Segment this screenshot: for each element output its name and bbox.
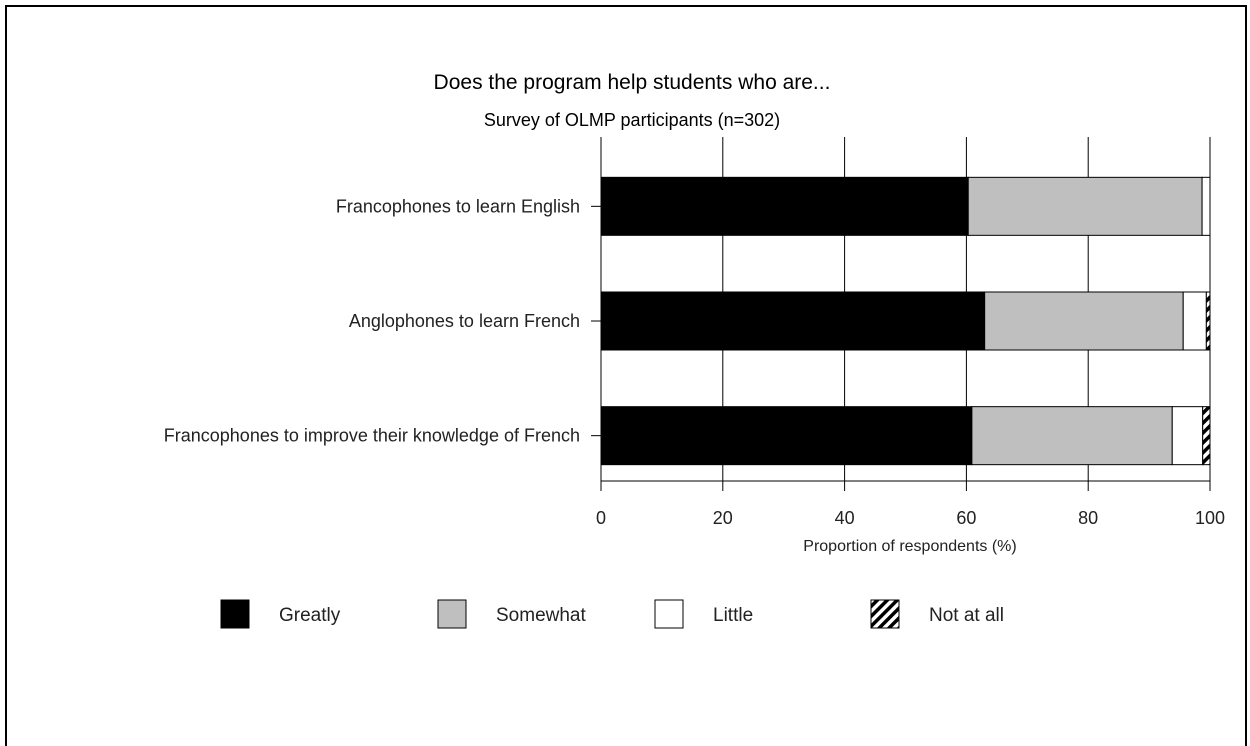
category-label: Francophones to improve their knowledge … — [164, 426, 580, 446]
bar-segment — [1202, 406, 1211, 466]
legend-label: Somewhat — [496, 605, 586, 626]
legend-label: Not at all — [929, 605, 1004, 626]
chart-frame — [5, 5, 1247, 746]
bar-segment — [1182, 291, 1207, 351]
legend-label: Greatly — [279, 605, 341, 626]
x-tick-label: 20 — [713, 508, 733, 528]
x-tick-label: 60 — [956, 508, 976, 528]
legend-swatch — [437, 599, 467, 629]
x-tick-label: 0 — [596, 508, 606, 528]
bar-segment — [600, 176, 969, 236]
bar-segment — [1171, 406, 1204, 466]
legend-swatch — [220, 599, 250, 629]
chart-title: Does the program help students who are..… — [434, 71, 831, 94]
bar-segment — [1205, 291, 1211, 351]
x-tick-label: 80 — [1078, 508, 1098, 528]
x-tick-label: 40 — [835, 508, 855, 528]
bar-segment — [1201, 176, 1211, 236]
legend-swatch — [654, 599, 684, 629]
chart-subtitle: Survey of OLMP participants (n=302) — [484, 110, 780, 130]
x-tick-label: 100 — [1195, 508, 1225, 528]
bar-segment — [984, 291, 1184, 351]
category-label: Francophones to learn English — [336, 196, 580, 216]
bar-segment — [600, 406, 973, 466]
bar-segment — [600, 291, 986, 351]
legend-label: Little — [713, 605, 753, 626]
legend-swatch — [870, 599, 900, 629]
bar-segment — [967, 176, 1203, 236]
bar-segment — [971, 406, 1173, 466]
x-axis-label: Proportion of respondents (%) — [803, 538, 1016, 555]
category-label: Anglophones to learn French — [349, 311, 580, 331]
